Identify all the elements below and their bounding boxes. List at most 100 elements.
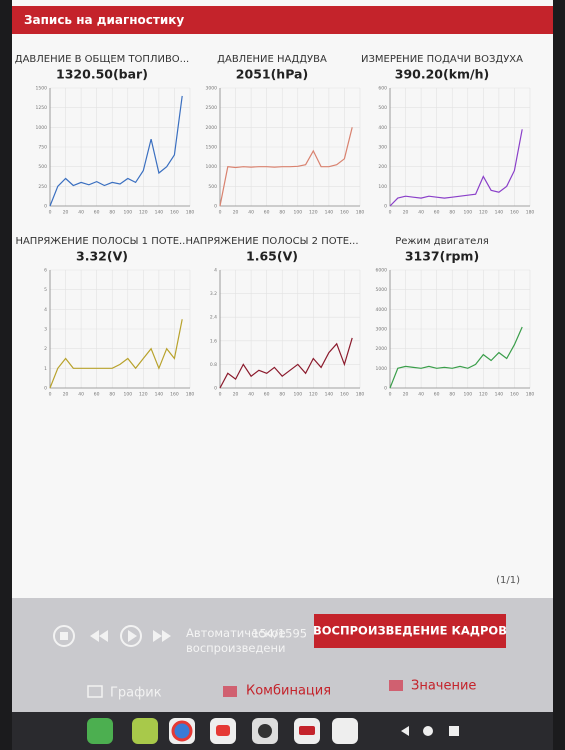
y-tick-label: 750 [38, 145, 47, 151]
x-tick-label: 40 [78, 210, 84, 216]
y-tick-label: 1250 [36, 105, 48, 111]
y-tick-label: 1000 [376, 366, 388, 372]
x-tick-label: 140 [155, 210, 164, 216]
y-tick-label: 5 [44, 287, 47, 293]
x-tick-label: 120 [309, 210, 318, 216]
x-tick-label: 160 [510, 392, 519, 398]
x-tick-label: 100 [293, 392, 302, 398]
x-tick-label: 180 [526, 392, 535, 398]
data-line [49, 319, 183, 389]
x-tick-label: 160 [510, 210, 519, 216]
x-tick-label: 120 [309, 392, 318, 398]
panel-title: ИЗМЕРЕНИЕ ПОДАЧИ ВОЗДУХА [361, 54, 523, 65]
y-tick-label: 1500 [206, 145, 218, 151]
panel-title: НАПРЯЖЕНИЕ ПОЛОСЫ 2 ПОТЕ... [185, 236, 358, 247]
x-tick-label: 100 [463, 392, 472, 398]
x-tick-label: 160 [170, 210, 179, 216]
x-tick-label: 180 [186, 392, 195, 398]
x-tick-label: 140 [325, 392, 334, 398]
data-line [219, 127, 353, 207]
x-tick-label: 0 [389, 392, 392, 398]
y-tick-label: 500 [38, 164, 47, 170]
x-tick-label: 140 [155, 392, 164, 398]
x-tick-label: 20 [403, 392, 409, 398]
x-tick-label: 120 [139, 392, 148, 398]
x-tick-label: 180 [186, 210, 195, 216]
x-tick-label: 60 [434, 392, 440, 398]
y-tick-label: 5000 [376, 287, 388, 293]
data-line [49, 95, 183, 207]
tab-combination[interactable]: Комбинация [246, 684, 331, 699]
y-tick-label: 0.8 [210, 362, 217, 368]
y-tick-label: 4000 [376, 307, 388, 313]
panel-value: 1.65(V) [246, 249, 298, 264]
rewind-button[interactable] [90, 630, 108, 642]
y-tick-label: 600 [378, 86, 387, 92]
y-tick-label: 2 [44, 346, 47, 352]
x-tick-label: 40 [248, 392, 254, 398]
y-tick-label: 3.2 [210, 291, 217, 297]
panel-value: 3.32(V) [76, 249, 128, 264]
y-tick-label: 300 [378, 145, 387, 151]
y-tick-label: 0 [384, 386, 387, 392]
y-tick-label: 0 [214, 204, 217, 210]
x-tick-label: 100 [293, 210, 302, 216]
x-tick-label: 80 [279, 210, 285, 216]
play-button[interactable] [120, 625, 142, 647]
forward-button[interactable] [153, 630, 171, 642]
panel-value: 2051(hPa) [236, 67, 308, 82]
nav-bar [12, 712, 553, 750]
x-tick-label: 20 [63, 210, 69, 216]
data-line [219, 337, 353, 389]
x-tick-label: 100 [123, 210, 132, 216]
panel-title: ДАВЛЕНИЕ В ОБЩЕМ ТОПЛИВО... [15, 54, 189, 65]
y-tick-label: 4 [214, 268, 217, 274]
x-tick-label: 160 [170, 392, 179, 398]
data-line [389, 326, 523, 389]
page-counter: (1/1) [496, 575, 520, 586]
x-tick-label: 80 [109, 392, 115, 398]
x-tick-label: 20 [63, 392, 69, 398]
x-tick-label: 120 [139, 210, 148, 216]
y-tick-label: 100 [378, 184, 387, 190]
header: Запись на диагностику [12, 6, 553, 34]
x-tick-label: 140 [495, 392, 504, 398]
stop-button[interactable] [53, 625, 75, 647]
x-tick-label: 120 [479, 210, 488, 216]
x-tick-label: 80 [449, 392, 455, 398]
data-line [389, 129, 523, 207]
y-tick-label: 500 [208, 184, 217, 190]
tab-value[interactable]: Значение [411, 679, 476, 694]
y-tick-label: 3000 [376, 327, 388, 333]
y-tick-label: 6 [44, 268, 47, 274]
x-tick-label: 160 [340, 392, 349, 398]
charts: (1/1) ДАВЛЕНИЕ В ОБЩЕМ ТОПЛИВО... 1320.50… [15, 54, 535, 586]
x-tick-label: 180 [356, 392, 365, 398]
x-tick-label: 0 [219, 210, 222, 216]
panel-value: 1320.50(bar) [56, 67, 148, 82]
x-tick-label: 80 [279, 392, 285, 398]
y-tick-label: 6000 [376, 268, 388, 274]
y-tick-label: 1000 [206, 164, 218, 170]
y-tick-label: 0 [384, 204, 387, 210]
x-tick-label: 100 [463, 210, 472, 216]
x-tick-label: 60 [94, 210, 100, 216]
play-frames-label: ВОСПРОИЗВЕДЕНИЕ КАДРОВ [313, 624, 507, 638]
panel-title: Режим двигателя [395, 236, 489, 247]
y-tick-label: 0 [44, 386, 47, 392]
x-tick-label: 100 [123, 392, 132, 398]
y-tick-label: 3000 [206, 86, 218, 92]
tab-graph[interactable]: График [110, 686, 162, 701]
x-tick-label: 80 [109, 210, 115, 216]
x-tick-label: 40 [248, 210, 254, 216]
x-tick-label: 0 [219, 392, 222, 398]
y-tick-label: 500 [378, 105, 387, 111]
x-tick-label: 20 [233, 210, 239, 216]
play-frames-button[interactable] [314, 614, 506, 648]
auto-play-label: Автоматическое воспроизведение(x1) [186, 626, 286, 655]
x-tick-label: 0 [49, 210, 52, 216]
x-tick-label: 80 [449, 210, 455, 216]
y-tick-label: 250 [38, 184, 47, 190]
x-tick-label: 60 [264, 392, 270, 398]
player-bar: Автоматическое воспроизведение(x1) 154/1… [12, 598, 553, 712]
